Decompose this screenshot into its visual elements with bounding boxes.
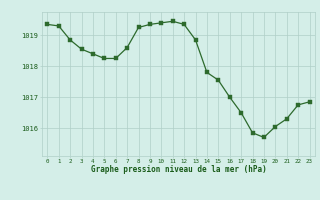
X-axis label: Graphe pression niveau de la mer (hPa): Graphe pression niveau de la mer (hPa) xyxy=(91,165,266,174)
